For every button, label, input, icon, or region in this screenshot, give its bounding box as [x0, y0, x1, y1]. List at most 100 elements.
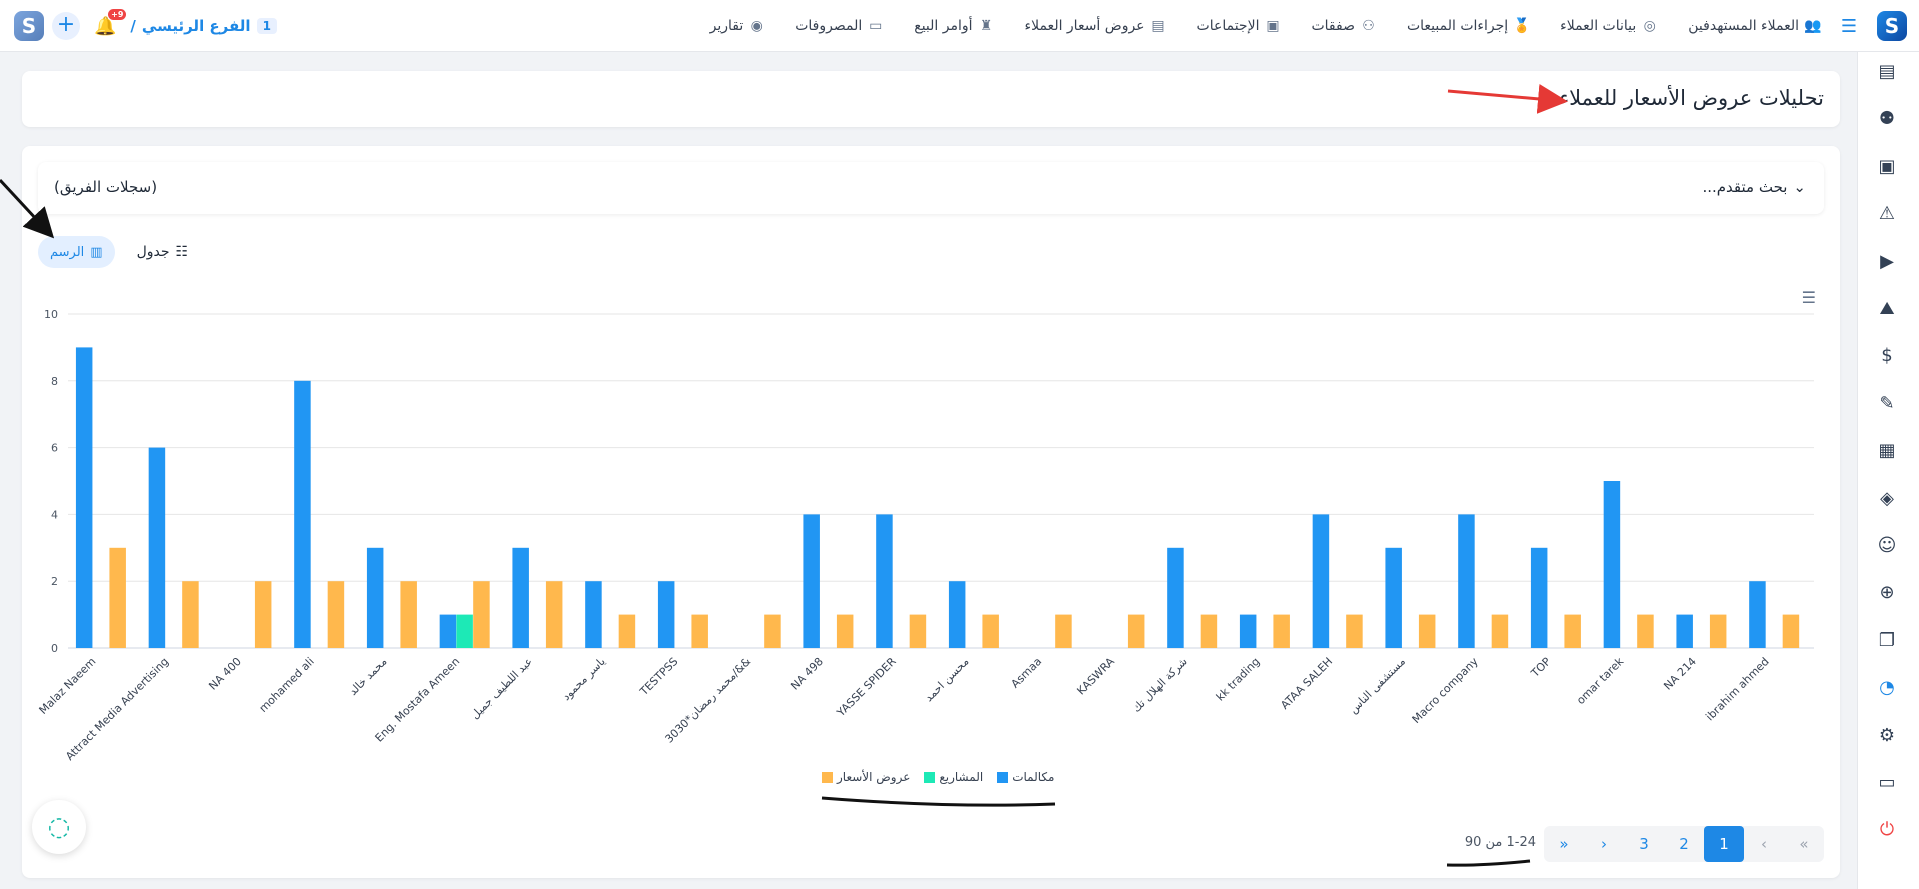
first-page-button[interactable]: «	[1799, 835, 1809, 853]
bar-2-23[interactable]	[1782, 614, 1800, 648]
nav-item-0[interactable]: 👥 العملاء المستهدفين	[1688, 18, 1821, 35]
nav-item-5[interactable]: ▤ عروض أسعار العملاء	[1025, 18, 1167, 35]
bar-0-6[interactable]	[512, 547, 529, 648]
legend-item-0[interactable]: مكالمات	[997, 770, 1054, 784]
legend-item-1[interactable]: المشاريع	[924, 770, 983, 784]
bar-2-18[interactable]	[1418, 614, 1436, 648]
bar-0-15[interactable]	[1167, 547, 1184, 648]
bar-0-23[interactable]	[1749, 581, 1766, 648]
bar-2-14[interactable]	[1127, 614, 1145, 648]
nav-item-6[interactable]: ♜ أوامر البيع	[914, 18, 994, 35]
bar-2-15[interactable]	[1200, 614, 1218, 648]
bar-1-5[interactable]	[456, 614, 473, 648]
analytics-icon[interactable]: ◔	[1879, 677, 1895, 699]
nav-item-4[interactable]: ▣ الإجتماعات	[1197, 18, 1282, 35]
files-icon[interactable]: ❐	[1878, 629, 1896, 651]
bar-2-8[interactable]	[691, 614, 708, 648]
bar-0-5[interactable]	[439, 614, 457, 648]
bar-2-9[interactable]	[764, 614, 781, 648]
y-tick-label: 0	[51, 642, 58, 655]
users-group-icon[interactable]: ⚉	[1878, 108, 1896, 130]
help-chat-button[interactable]: ◌	[32, 800, 86, 854]
reports-icon: ◉	[750, 17, 763, 34]
warning-icon[interactable]: ⚠	[1878, 203, 1896, 225]
bar-2-0[interactable]	[109, 547, 126, 648]
bar-2-20[interactable]	[1564, 614, 1581, 648]
nav-item-2[interactable]: 🏅 إجراءات المبيعات	[1407, 18, 1531, 35]
products-icon[interactable]: ◈	[1880, 487, 1894, 509]
bar-0-12[interactable]	[948, 581, 966, 648]
add-button[interactable]: +	[52, 12, 80, 40]
legend-swatch	[822, 771, 833, 783]
next-page-button[interactable]: ›	[1601, 835, 1607, 853]
page-button-3[interactable]: 3	[1639, 835, 1649, 853]
secondary-logo[interactable]: S	[14, 11, 44, 41]
bar-0-8[interactable]	[657, 581, 675, 648]
money-icon[interactable]: ▣	[1878, 155, 1896, 177]
document-icon[interactable]: ▦	[1878, 440, 1896, 462]
bar-0-0[interactable]	[75, 347, 93, 648]
add-document-icon[interactable]: ⊕	[1879, 582, 1895, 604]
video-icon[interactable]: ▶	[1880, 250, 1894, 272]
bar-2-13[interactable]	[1055, 614, 1072, 648]
bar-2-19[interactable]	[1491, 614, 1509, 648]
bar-0-7[interactable]	[585, 581, 602, 648]
bar-0-3[interactable]	[294, 380, 311, 648]
settings-icon[interactable]: ⚙	[1878, 724, 1896, 746]
customer-icon[interactable]: ☺	[1877, 535, 1897, 556]
bar-2-2[interactable]	[254, 581, 272, 648]
power-icon[interactable]: ⏻	[1879, 819, 1895, 841]
app-logo[interactable]: S	[1877, 11, 1907, 41]
bar-2-10[interactable]	[836, 614, 854, 648]
bar-0-10[interactable]	[803, 514, 820, 648]
nav-item-7[interactable]: ▭ المصروفات	[795, 18, 884, 35]
bar-0-20[interactable]	[1530, 547, 1548, 648]
bar-2-22[interactable]	[1709, 614, 1727, 648]
chart-menu-icon[interactable]: ☰	[1801, 288, 1816, 307]
page-button-1[interactable]: 1	[1704, 826, 1744, 862]
table-view-button[interactable]: ☷ جدول	[131, 236, 195, 268]
bar-0-22[interactable]	[1676, 614, 1693, 648]
bar-2-21[interactable]	[1637, 614, 1654, 648]
bar-0-11[interactable]	[876, 514, 893, 648]
last-page-button[interactable]: »	[1559, 835, 1569, 853]
prev-page-button[interactable]: ‹	[1761, 835, 1767, 853]
nav-item-8[interactable]: ◉ تقارير	[710, 18, 766, 35]
nav-item-1[interactable]: ◎ بيانات العملاء	[1560, 18, 1658, 35]
page-button-2[interactable]: 2	[1679, 835, 1689, 853]
mountain-icon[interactable]: ⛰	[1879, 298, 1895, 319]
bar-2-11[interactable]	[909, 614, 927, 648]
bar-2-1[interactable]	[182, 581, 199, 648]
bar-2-17[interactable]	[1346, 614, 1363, 648]
hamburger-menu-icon[interactable]: ☰	[1840, 16, 1857, 37]
legend-item-2[interactable]: عروض الأسعار	[822, 770, 910, 784]
x-tick-label: TESTPSS	[637, 655, 681, 699]
signature-icon[interactable]: ✎	[1879, 392, 1895, 414]
bar-0-16[interactable]	[1239, 614, 1257, 648]
bar-2-6[interactable]	[545, 581, 563, 648]
advanced-search-bar[interactable]: ⌄ بحث متقدم... (سجلات الفريق)	[38, 162, 1824, 214]
x-tick-label: ياسر محمود	[560, 655, 608, 703]
bar-2-16[interactable]	[1273, 614, 1290, 648]
bar-0-4[interactable]	[366, 547, 384, 648]
bar-2-5[interactable]	[473, 581, 490, 648]
bar-2-12[interactable]	[982, 614, 999, 648]
bar-0-1[interactable]	[148, 447, 166, 648]
x-tick-label: Asmaa	[1009, 655, 1045, 691]
bar-0-21[interactable]	[1603, 481, 1621, 648]
bar-0-17[interactable]	[1312, 514, 1330, 648]
nav-item-3[interactable]: ⚇ صفقات	[1311, 18, 1377, 35]
bar-2-3[interactable]	[327, 581, 345, 648]
bar-0-19[interactable]	[1458, 514, 1475, 648]
tasks-icon[interactable]: ▤	[1878, 61, 1896, 82]
notifications-bell-icon[interactable]: 🔔 +9	[94, 8, 127, 37]
window-icon[interactable]: ▭	[1878, 772, 1896, 793]
chart-view-button[interactable]: ▥ الرسم	[38, 236, 115, 268]
bar-2-7[interactable]	[618, 614, 636, 648]
advanced-search-toggle[interactable]: ⌄ بحث متقدم...	[1702, 178, 1806, 196]
invoice-icon[interactable]: $	[1881, 345, 1893, 367]
bar-2-4[interactable]	[400, 581, 417, 648]
bar-0-18[interactable]	[1385, 547, 1402, 648]
branch-selector[interactable]: / الفرع الرئيسي 1	[130, 17, 277, 35]
